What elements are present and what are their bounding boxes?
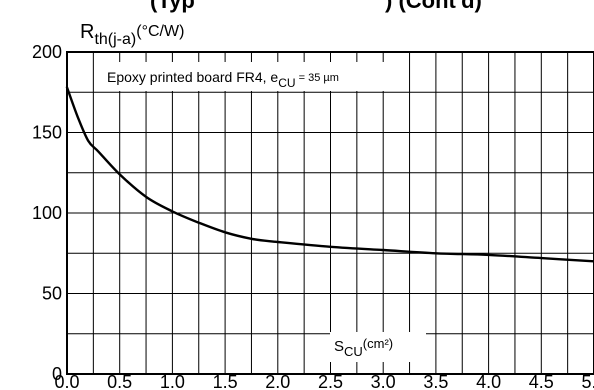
y-axis-tick-labels: 0 50 100 150 200	[32, 42, 62, 384]
y-tick-label: 50	[42, 284, 62, 304]
thermal-resistance-curve	[65, 86, 594, 263]
x-tick-label: 2.5	[318, 372, 343, 390]
y-tick-label: 150	[32, 123, 62, 143]
x-tick-label: 2.0	[265, 372, 290, 390]
x-axis-symbol: S	[334, 338, 344, 355]
chart-title-fragment: (Typ ) (Cont'd)	[150, 0, 482, 13]
y-tick-label: 100	[32, 203, 62, 223]
x-axis-subscript: CU	[344, 344, 363, 359]
x-tick-label: 1.5	[213, 372, 238, 390]
x-axis-tick-labels: 0.0 0.5 1.0 1.5 2.0 2.5 3.0 3.5 4.0 4.5 5.0	[54, 372, 594, 390]
annotation-box: Epoxy printed board FR4, eCU = 35 µm	[100, 62, 398, 91]
annotation-text: Epoxy printed board FR4, eCU = 35 µm	[107, 69, 339, 90]
annotation-subscript: CU	[278, 76, 295, 90]
x-axis-title-box: SCU(cm²)	[330, 332, 426, 362]
x-tick-label: 3.0	[371, 372, 396, 390]
y-axis-unit: (°C/W)	[136, 23, 184, 40]
x-axis-unit: (cm²)	[363, 336, 393, 351]
annotation-value: = 35 µm	[296, 72, 339, 84]
x-tick-label: 5.0	[581, 372, 594, 390]
x-tick-label: 0.5	[107, 372, 132, 390]
annotation-main: Epoxy printed board FR4, e	[107, 69, 278, 85]
x-tick-label: 4.5	[529, 372, 554, 390]
grid	[67, 52, 594, 374]
y-tick-label: 200	[32, 42, 62, 62]
plot-area-frame	[66, 51, 594, 375]
x-tick-label: 1.0	[160, 372, 185, 390]
x-tick-label: 3.5	[423, 372, 448, 390]
x-axis-title: SCU(cm²)	[334, 336, 393, 359]
x-tick-label: 4.0	[476, 372, 501, 390]
x-axis-title-background	[330, 332, 426, 362]
y-axis-subscript: th(j-a)	[94, 31, 136, 48]
y-axis-symbol: R	[80, 21, 94, 43]
y-axis-title: Rth(j-a)(°C/W)	[80, 21, 184, 48]
chart-title-right: ) (Cont'd)	[385, 0, 482, 13]
annotation-background	[100, 62, 398, 91]
y-tick-label: 0	[52, 364, 62, 384]
x-tick-label: 0.0	[54, 372, 79, 390]
chart-title-left: (Typ	[150, 0, 195, 13]
